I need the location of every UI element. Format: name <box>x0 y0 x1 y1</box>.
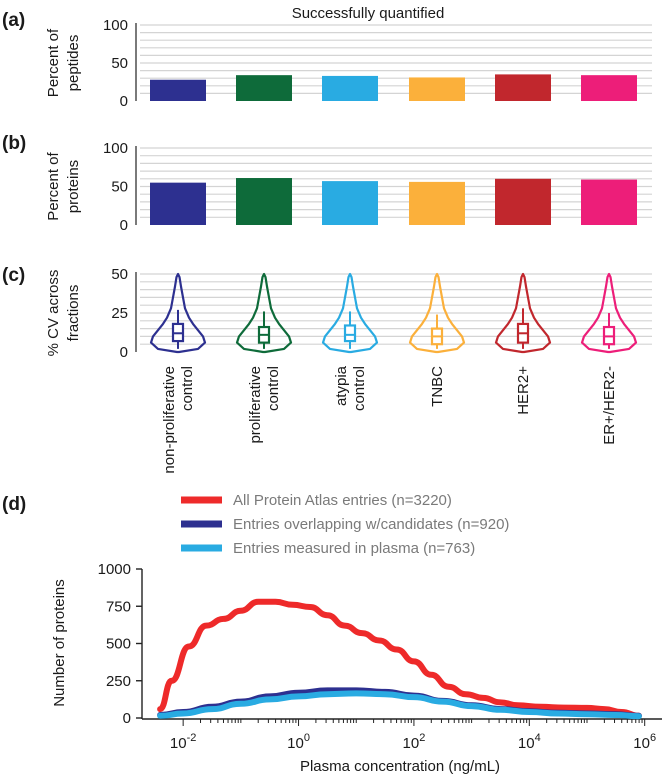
violin-box <box>343 324 357 343</box>
panel-d-ytick-label: 500 <box>106 636 131 653</box>
category-label-line: ER+/HER2- <box>601 366 618 445</box>
panel-d-ytick-label: 1000 <box>98 561 131 578</box>
violin <box>580 272 638 354</box>
panel-c-ylabel-line: fractions <box>65 285 82 342</box>
category-label-line: atypia <box>333 365 350 406</box>
panel-a-bar <box>495 74 551 101</box>
panel-a-bar <box>581 75 637 101</box>
category-label: HER2+ <box>515 366 532 415</box>
legend-label: Entries overlapping w/candidates (n=920) <box>233 516 509 533</box>
panel-a-ytick-label: 50 <box>111 55 128 72</box>
panel-b-bar <box>495 178 551 225</box>
panel-c-ylabel-line: % CV across <box>45 270 62 357</box>
panel-a-ytick-label: 100 <box>103 17 128 34</box>
panel-b-bar <box>150 182 206 225</box>
panel-b-ylabel-line: Percent of <box>45 151 62 220</box>
panel-b-bar <box>581 179 637 225</box>
panel-d-panel-label: (d) <box>2 494 26 515</box>
panel-d-xlabel: Plasma concentration (ng/mL) <box>300 758 500 775</box>
panel-a-bar <box>236 75 292 101</box>
panel-d-xtick-label: 102 <box>403 732 426 752</box>
panel-a-bar <box>322 75 378 101</box>
category-label-line: non-proliferative <box>161 366 178 474</box>
violin <box>321 272 379 354</box>
panel-d-ylabel: Number of proteins <box>51 579 68 707</box>
panel-a-panel-label: (a) <box>2 10 25 31</box>
legend-label: All Protein Atlas entries (n=3220) <box>233 492 452 509</box>
violin <box>494 272 552 354</box>
panel-b-ytick-label: 100 <box>103 140 128 157</box>
category-label: TNBC <box>429 366 446 407</box>
panel-c-ylabel: % CV across fractions <box>45 270 82 357</box>
panel-a-title: Successfully quantified <box>292 5 445 22</box>
panel-c-ytick-label: 25 <box>111 305 128 322</box>
category-label-line: control <box>179 366 196 411</box>
category-label-line: TNBC <box>429 366 446 407</box>
panel-d-xtick-label: 104 <box>518 732 541 752</box>
category-label: ER+/HER2- <box>601 366 618 445</box>
panel-b-ylabel: Percent of proteins <box>45 151 82 220</box>
panel-d-xtick-label: 10-2 <box>170 732 196 752</box>
panel-b-panel-label: (b) <box>2 133 26 154</box>
category-label: atypia control <box>333 365 368 411</box>
legend-label: Entries measured in plasma (n=763) <box>233 540 475 557</box>
panel-d-xtick-label: 106 <box>633 732 656 752</box>
category-label-line: proliferative <box>247 366 264 444</box>
panel-a-ylabel-line: peptides <box>65 35 82 92</box>
panel-a-bar <box>150 79 206 101</box>
panel-a-ylabel: Percent of peptides <box>45 28 82 97</box>
violin <box>408 272 466 354</box>
panel-a-ytick-label: 0 <box>120 93 128 110</box>
panel-b-bar <box>409 181 465 225</box>
category-label-line: HER2+ <box>515 366 532 415</box>
panel-b-ylabel-line: proteins <box>65 160 82 213</box>
category-label: non-proliferative control <box>161 366 196 474</box>
panel-a-bar <box>409 77 465 101</box>
category-label-line: control <box>351 366 368 411</box>
violin <box>149 272 207 354</box>
panel-d-ytick-label: 750 <box>106 598 131 615</box>
panel-c-panel-label: (c) <box>2 265 25 286</box>
panel-b-bar <box>322 181 378 225</box>
category-label: proliferative control <box>247 366 282 444</box>
category-label-line: control <box>265 366 282 411</box>
panel-b-ytick-label: 0 <box>120 217 128 234</box>
violin <box>235 272 293 354</box>
panel-a-ylabel-line: Percent of <box>45 28 62 97</box>
panel-b-bar <box>236 178 292 225</box>
panel-d-ytick-label: 250 <box>106 673 131 690</box>
series-line <box>157 690 642 720</box>
panel-c-ytick-label: 50 <box>111 266 128 283</box>
panel-d-ytick-label: 0 <box>123 710 131 727</box>
series-line <box>157 598 642 719</box>
panel-b-ytick-label: 50 <box>111 179 128 196</box>
panel-d-xtick-label: 100 <box>287 732 310 752</box>
panel-c-ytick-label: 0 <box>120 344 128 361</box>
